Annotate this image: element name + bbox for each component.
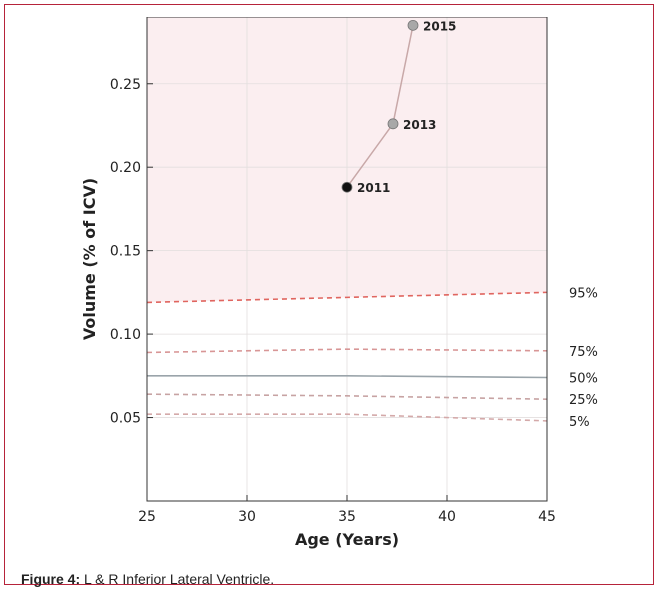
percentile-line-5pct (147, 413, 548, 422)
x-axis-ticks: 25 30 35 40 45 (138, 495, 556, 525)
y-tick-label: 0.10 (110, 327, 141, 343)
patient-point-label-2011: 2011 (357, 181, 390, 195)
y-axis-label: Volume (% of ICV) (80, 178, 99, 340)
x-axis-label: Age (Years) (295, 530, 399, 549)
caption-label: Figure 4: (21, 571, 81, 587)
percentile-label-95pct: 95% (569, 286, 598, 301)
y-tick-label: 0.05 (110, 411, 141, 427)
percentile-line-75pct (146, 348, 548, 354)
patient-point-2013 (387, 118, 399, 130)
caption-text: L & R Inferior Lateral Ventricle. (80, 571, 275, 587)
percentile-label-75pct: 75% (569, 345, 598, 360)
patient-series: 2011 2013 2015 (341, 19, 456, 195)
percentile-line-50pct (147, 375, 548, 379)
percentile-labels: 95% 75% 50% 25% 5% (569, 286, 598, 430)
percentile-line-25pct (146, 393, 548, 400)
percentile-label-5pct: 5% (569, 415, 590, 430)
x-tick-label: 25 (138, 509, 156, 525)
x-tick-label: 45 (538, 509, 556, 525)
volume-age-chart: 95% 75% 50% 25% 5% 2011 2013 2015 25 30 35 40 45 0… (80, 16, 598, 549)
x-tick-label: 40 (438, 509, 456, 525)
percentile-lines (146, 291, 548, 422)
y-tick-label: 0.15 (110, 244, 141, 260)
patient-point-2015 (407, 19, 419, 31)
patient-point-label-2013: 2013 (403, 118, 436, 132)
y-axis-ticks: 0.05 0.10 0.15 0.20 0.25 (110, 77, 153, 427)
x-tick-label: 35 (338, 509, 356, 525)
figure-caption: Figure 4: L & R Inferior Lateral Ventric… (21, 571, 274, 587)
y-tick-label: 0.25 (110, 77, 141, 93)
chart-container: 95% 75% 50% 25% 5% 2011 2013 2015 25 30 35 40 45 0… (77, 16, 627, 565)
patient-point-label-2015: 2015 (423, 19, 456, 33)
percentile-label-25pct: 25% (569, 393, 598, 408)
x-tick-label: 30 (238, 509, 256, 525)
patient-point-2011 (341, 181, 353, 193)
grid-lines (147, 17, 547, 501)
percentile-label-50pct: 50% (569, 371, 598, 386)
y-tick-label: 0.20 (110, 160, 141, 176)
figure-frame: 95% 75% 50% 25% 5% 2011 2013 2015 25 30 35 40 45 0… (4, 4, 654, 587)
percentile-line-95pct (146, 291, 548, 304)
